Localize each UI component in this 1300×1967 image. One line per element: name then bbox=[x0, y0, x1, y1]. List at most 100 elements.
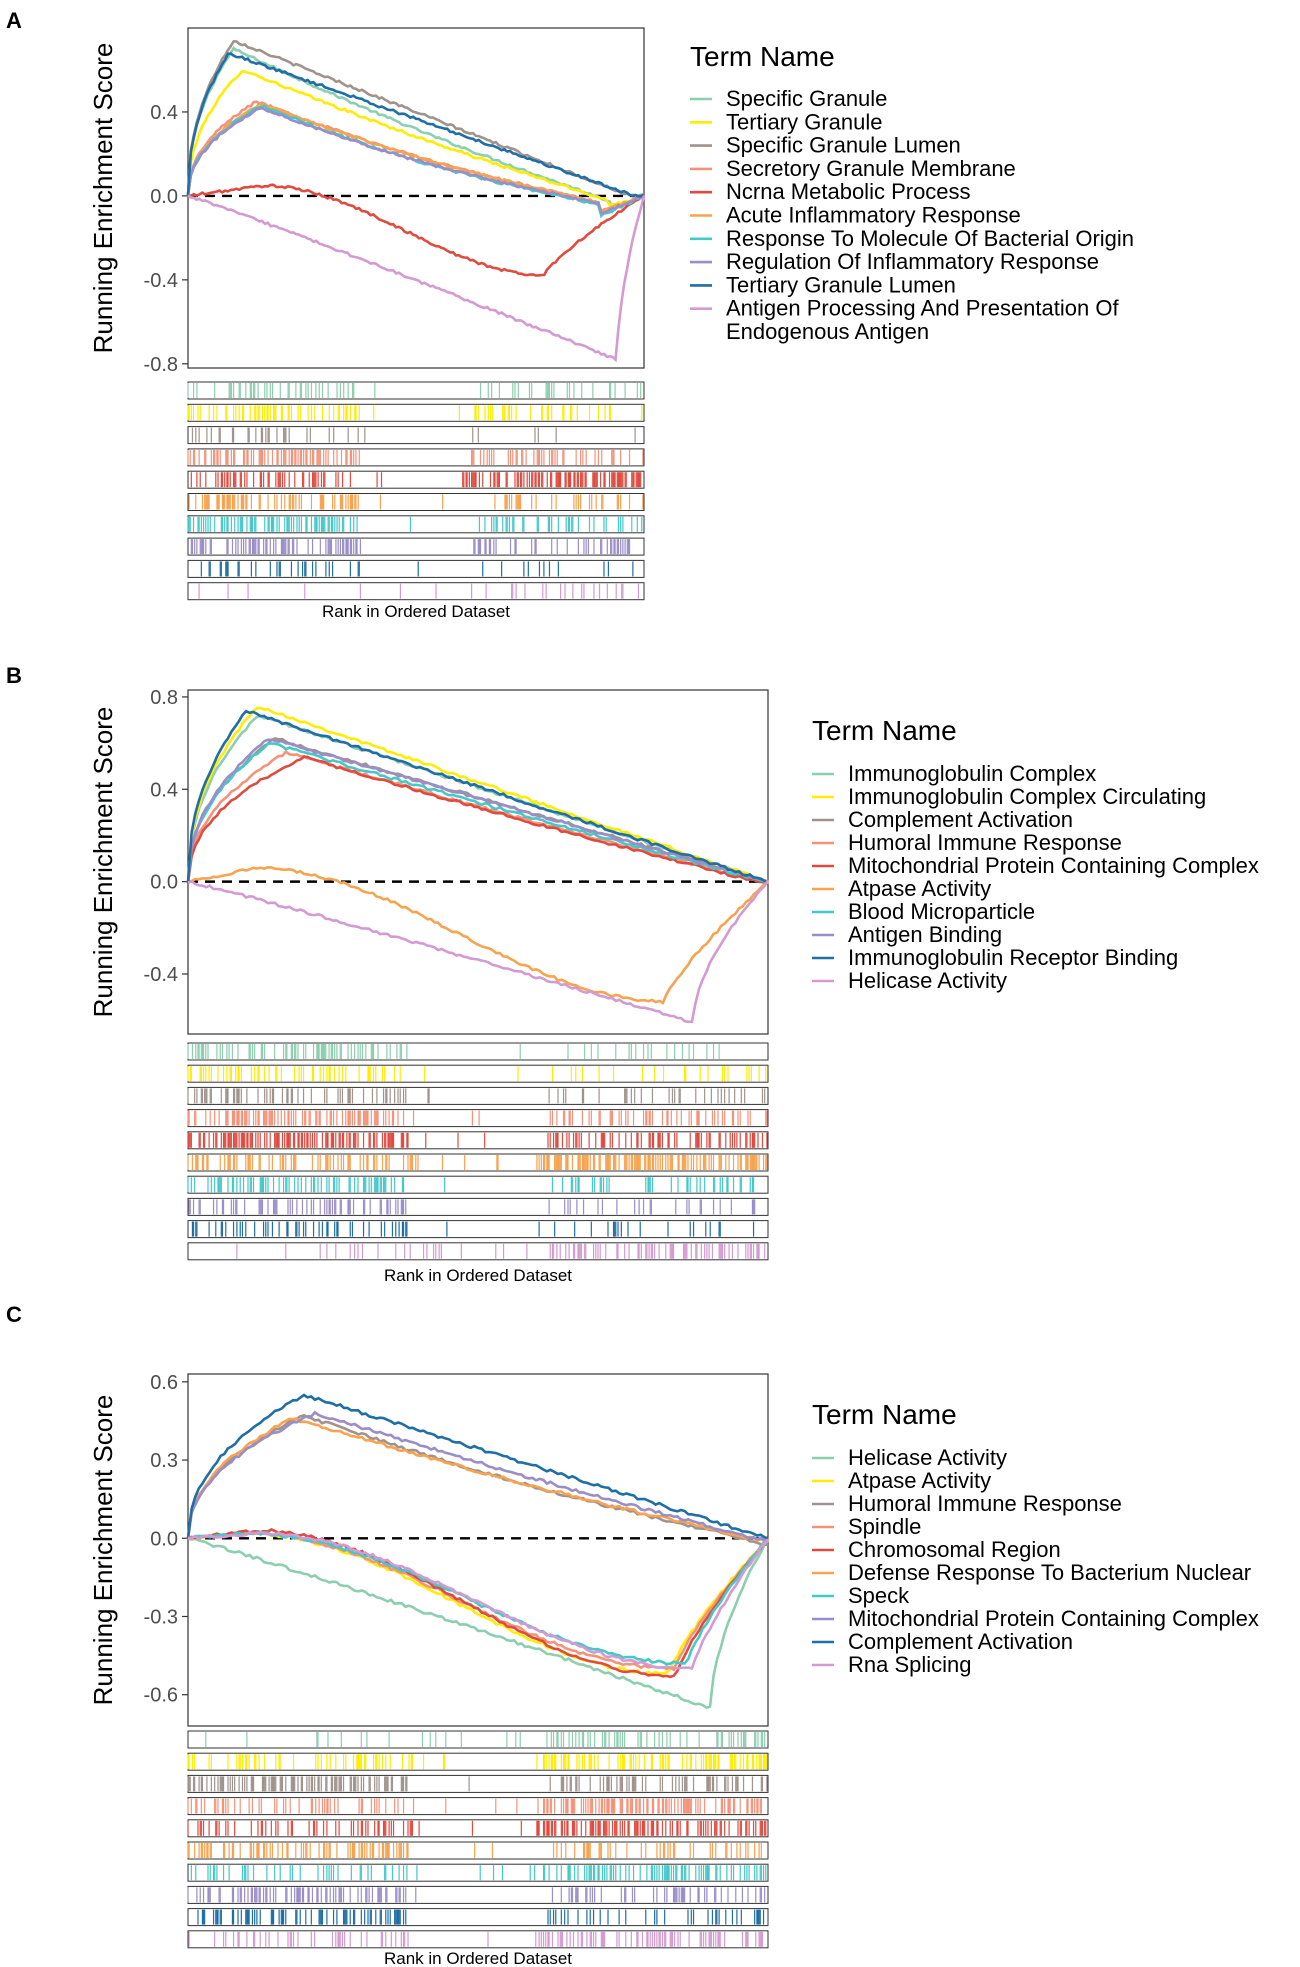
hit-strip bbox=[187, 426, 645, 445]
hit-strip bbox=[187, 1774, 769, 1793]
hit-strip bbox=[187, 1175, 769, 1194]
y-tick-label: 0.0 bbox=[150, 186, 178, 208]
series-line bbox=[187, 194, 646, 363]
hit-strip bbox=[187, 1841, 769, 1860]
series-line bbox=[186, 755, 769, 886]
series-line bbox=[187, 1530, 769, 1670]
hit-strip bbox=[187, 1064, 769, 1083]
y-axis-label: Running Enrichment Score bbox=[88, 707, 118, 1018]
hit-strip-frame bbox=[187, 1175, 769, 1194]
legend-label: Response To Molecule Of Bacterial Origin bbox=[726, 226, 1134, 251]
y-tick-label: 0.0 bbox=[150, 872, 178, 894]
y-tick-label: -0.8 bbox=[144, 354, 178, 376]
series-line bbox=[186, 102, 645, 215]
hit-strip bbox=[187, 1730, 769, 1749]
legend-label: Secretory Granule Membrane bbox=[726, 156, 1016, 181]
legend-label: Speck bbox=[848, 1583, 910, 1608]
panel-c: C 0.6 0.3 0.0 -0.3 -0.6 Running Enrichment Sc… bbox=[0, 1300, 1300, 1967]
panel-a: A 0.4 0.0 -0.4 -0.8 Running Enrichment Score… bbox=[0, 0, 1300, 620]
legend-label: Atpase Activity bbox=[848, 876, 991, 901]
hit-strip-frame bbox=[187, 1841, 769, 1860]
hit-strip bbox=[187, 1863, 769, 1882]
legend-label: Immunoglobulin Complex bbox=[848, 761, 1096, 786]
series-line bbox=[186, 1393, 769, 1540]
hit-strip bbox=[187, 559, 645, 578]
hit-strip-frame bbox=[187, 426, 645, 445]
hit-strip bbox=[187, 1153, 769, 1172]
hit-strip-frame bbox=[187, 582, 645, 601]
legend-label: Atpase Activity bbox=[848, 1468, 991, 1493]
hit-strip bbox=[187, 381, 645, 400]
series-line bbox=[187, 879, 770, 1024]
legend-label: Tertiary Granule bbox=[726, 109, 883, 134]
legend-label: Spindle bbox=[848, 1514, 921, 1539]
legend-title: Term Name bbox=[690, 41, 835, 72]
hit-strip bbox=[187, 1109, 769, 1128]
legend-label: Defense Response To Bacterium Nuclear bbox=[848, 1560, 1251, 1585]
legend-label: Ncrna Metabolic Process bbox=[726, 179, 971, 204]
y-tick-label: -0.4 bbox=[144, 964, 178, 986]
legend-label: Immunoglobulin Receptor Binding bbox=[848, 945, 1178, 970]
hit-strip-frame bbox=[187, 1819, 769, 1838]
legend-label: Helicase Activity bbox=[848, 1445, 1007, 1470]
x-axis-label: Rank in Ordered Dataset bbox=[384, 1266, 572, 1285]
gsea-chart-b: 0.8 0.4 0.0 -0.4 Running Enrichment Score Ran… bbox=[88, 687, 1259, 1285]
legend-label: Specific Granule Lumen bbox=[726, 133, 961, 158]
y-axis-label: Running Enrichment Score bbox=[88, 1395, 118, 1706]
series-line bbox=[186, 52, 645, 198]
y-tick-label: 0.8 bbox=[150, 687, 178, 709]
gsea-chart-c: 0.6 0.3 0.0 -0.3 -0.6 Running Enrichment Scor… bbox=[88, 1372, 1259, 1967]
hit-strip bbox=[187, 1885, 769, 1904]
hit-strip bbox=[187, 1930, 769, 1949]
hit-strip bbox=[187, 582, 645, 601]
hit-strip-frame bbox=[187, 1908, 769, 1927]
hit-strip bbox=[187, 1797, 769, 1816]
legend-label: Rna Splicing bbox=[848, 1652, 972, 1677]
y-tick-label: -0.4 bbox=[144, 270, 178, 292]
legend-label: Chromosomal Region bbox=[848, 1537, 1061, 1562]
series-line bbox=[186, 706, 769, 884]
x-axis-label: Rank in Ordered Dataset bbox=[322, 602, 510, 620]
series-line bbox=[186, 69, 645, 207]
series-line bbox=[187, 865, 769, 1005]
legend-label: Blood Microparticle bbox=[848, 899, 1035, 924]
hit-strip bbox=[187, 493, 645, 511]
hit-strip bbox=[187, 403, 645, 422]
series-line bbox=[186, 40, 644, 198]
hit-strip bbox=[187, 1819, 769, 1838]
hit-strip-frame bbox=[187, 1242, 769, 1261]
legend-label: Regulation Of Inflammatory Response bbox=[726, 249, 1099, 274]
panel-letter: B bbox=[6, 663, 22, 688]
panel-letter: C bbox=[6, 1302, 22, 1327]
y-tick-label: 0.3 bbox=[150, 1450, 178, 1472]
hit-strip bbox=[187, 515, 645, 534]
legend-label: Mitochondrial Protein Containing Complex bbox=[848, 1606, 1259, 1631]
panel-b: B 0.8 0.4 0.0 -0.4 Running Enrichment Score R… bbox=[0, 660, 1300, 1300]
hit-strip-frame bbox=[187, 1153, 769, 1172]
hit-strip bbox=[187, 537, 645, 556]
legend-label: Humoral Immune Response bbox=[848, 1491, 1122, 1516]
hit-strip bbox=[187, 470, 645, 489]
legend-title: Term Name bbox=[812, 715, 957, 746]
series-line bbox=[186, 1414, 769, 1547]
hit-strip bbox=[187, 1197, 769, 1216]
legend-label: Acute Inflammatory Response bbox=[726, 203, 1021, 228]
y-tick-label: 0.4 bbox=[150, 779, 178, 801]
y-tick-label: 0.4 bbox=[150, 102, 178, 124]
series-line bbox=[187, 1530, 769, 1666]
series-line bbox=[186, 106, 645, 215]
y-tick-label: 0.6 bbox=[150, 1372, 178, 1394]
legend-label: Tertiary Granule Lumen bbox=[726, 272, 956, 297]
hit-strip-frame bbox=[187, 1064, 769, 1083]
series-line bbox=[186, 1417, 769, 1544]
legend-label: Complement Activation bbox=[848, 807, 1073, 832]
series-line bbox=[186, 738, 769, 883]
x-axis-label: Rank in Ordered Dataset bbox=[384, 1949, 572, 1967]
hit-strip-frame bbox=[187, 1752, 769, 1771]
y-tick-label: -0.6 bbox=[144, 1685, 178, 1707]
hit-strip bbox=[187, 1042, 769, 1061]
hit-strip bbox=[187, 1242, 769, 1261]
y-axis-label: Running Enrichment Score bbox=[88, 43, 118, 354]
legend-label: Specific Granule bbox=[726, 86, 887, 111]
legend-label: Antigen Binding bbox=[848, 922, 1002, 947]
